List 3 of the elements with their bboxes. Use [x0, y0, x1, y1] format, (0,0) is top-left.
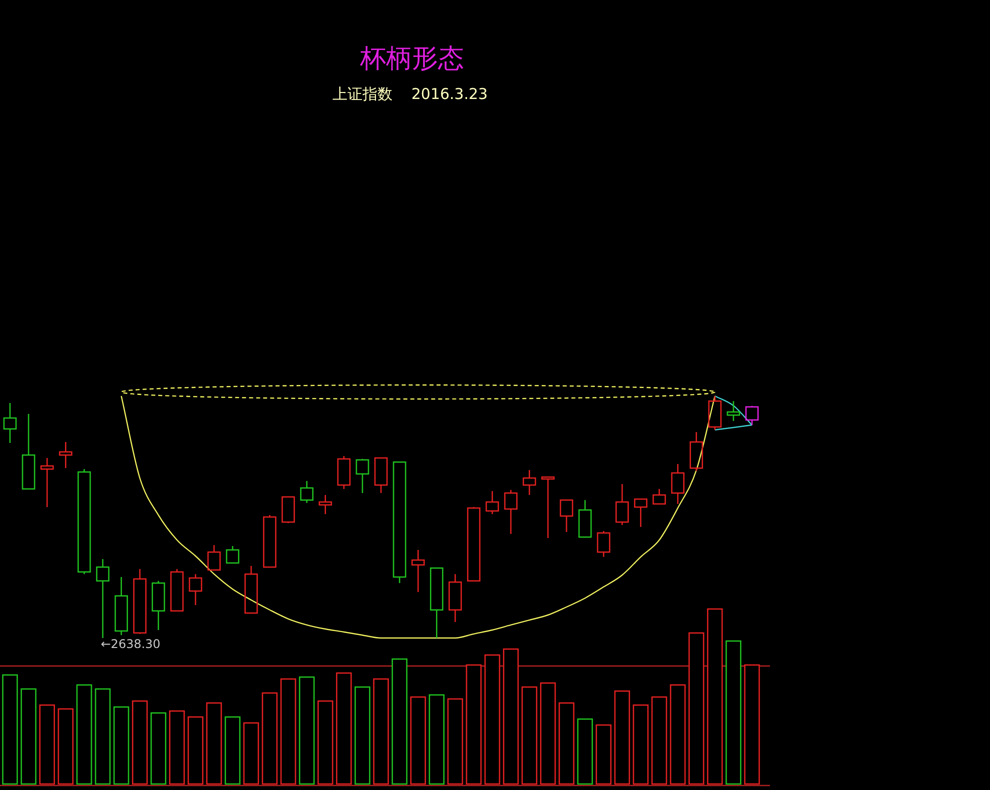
- chart-title: 杯柄形态: [359, 44, 464, 74]
- annotation: ←2638.30: [100, 637, 160, 651]
- chart-subtitle: 上证指数 2016.3.23: [332, 85, 488, 103]
